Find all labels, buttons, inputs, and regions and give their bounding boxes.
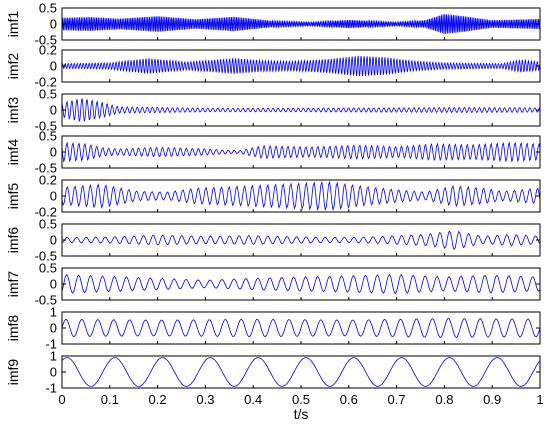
x-tick-label: 0.8: [435, 392, 453, 407]
panel-imf9: 10-1 imf9: [5, 349, 541, 396]
x-tick-label: 0.2: [149, 392, 167, 407]
y-tick-label: 0.2: [39, 43, 57, 58]
y-tick-label: 0.5: [39, 87, 57, 102]
panel-frame-imf7: [61, 267, 541, 301]
panel-frame-imf6: [61, 223, 541, 257]
x-axis: 0 0.1 0.2 0.3 0.4 0.5 0.6 0.7 0.8 0.9 1: [58, 392, 543, 407]
series-line-imf4: [61, 141, 541, 163]
panel-imf7: 0.50-0.5 imf7: [5, 261, 541, 308]
y-tick-label: 1: [50, 349, 57, 364]
y-tick-label: -0.5: [35, 161, 57, 176]
y-tick-label: -0.5: [35, 119, 57, 134]
panel-frame-imf4: [61, 135, 541, 169]
y-tick-label: 1: [50, 305, 57, 320]
x-tick-label: 0.6: [340, 392, 358, 407]
x-axis-label: t/s: [294, 406, 309, 422]
x-tick-label: 0.5: [292, 392, 310, 407]
panel-imf5: 0.20-0.2 imf5: [5, 173, 541, 220]
y-tick-label: 0: [50, 233, 57, 248]
y-tick-label: -1: [45, 337, 57, 352]
y-tick-label: 0.5: [39, 129, 57, 144]
panel-label-imf7: imf7: [5, 271, 21, 298]
y-tick-label: -0.5: [35, 33, 57, 48]
panel-label-imf4: imf4: [5, 139, 21, 166]
y-tick-label: 0.2: [39, 173, 57, 188]
panel-imf3: 0.50-0.5 imf3: [5, 87, 541, 134]
panels-group: 0.50-0.5imf10.20-0.2imf20.50-0.5imf30.50…: [5, 1, 541, 396]
panel-frame-imf5: [61, 179, 541, 213]
y-tick-label: 0.5: [39, 1, 57, 16]
y-tick-label: -1: [45, 381, 57, 396]
series-line-imf7: [61, 273, 541, 295]
y-tick-label: -0.2: [35, 205, 57, 220]
x-tick-label: 0.1: [101, 392, 119, 407]
panel-label-imf1: imf1: [5, 11, 21, 38]
y-tick-label: 0: [50, 321, 57, 336]
x-tick-label: 0.3: [196, 392, 214, 407]
y-tick-label: -0.5: [35, 249, 57, 264]
y-tick-label: 0: [50, 365, 57, 380]
panel-frame-imf2: [61, 49, 541, 83]
y-tick-label: 0: [50, 145, 57, 160]
y-tick-label: -0.2: [35, 75, 57, 90]
panel-label-imf2: imf2: [5, 53, 21, 80]
y-tick-label: 0.5: [39, 217, 57, 232]
x-tick-label: 0.7: [388, 392, 406, 407]
x-tick-label: 0.4: [244, 392, 262, 407]
panel-label-imf9: imf9: [5, 359, 21, 386]
panel-label-imf8: imf8: [5, 315, 21, 342]
series-line-imf3: [61, 98, 541, 122]
panel-imf2: 0.20-0.2 imf2: [5, 43, 541, 90]
panel-imf6: 0.50-0.5 imf6: [5, 217, 541, 264]
y-tick-label: 0: [50, 17, 57, 32]
y-tick-label: -0.5: [35, 293, 57, 308]
series-line-imf9: [61, 357, 541, 387]
x-tick-label: 0.9: [483, 392, 501, 407]
series-line-imf8: [61, 318, 541, 339]
panel-label-imf5: imf5: [5, 183, 21, 210]
y-tick-label: 0.5: [39, 261, 57, 276]
series-line-imf6: [61, 230, 541, 251]
series-line-imf1: [61, 14, 541, 34]
panel-label-imf6: imf6: [5, 227, 21, 254]
y-tick-label: 0: [50, 59, 57, 74]
y-tick-label: 0: [50, 103, 57, 118]
panel-label-imf3: imf3: [5, 97, 21, 124]
y-tick-label: 0: [50, 189, 57, 204]
x-tick-label: 0: [58, 392, 65, 407]
panel-imf8: 10-1 imf8: [5, 305, 541, 352]
x-tick-label: 1: [536, 392, 543, 407]
panel-imf4: 0.50-0.5 imf4: [5, 129, 541, 176]
y-tick-label: 0: [50, 277, 57, 292]
panel-imf1: 0.50-0.5 imf1: [5, 1, 541, 48]
series-line-imf5: [61, 180, 541, 212]
series-line-imf2: [61, 55, 541, 77]
